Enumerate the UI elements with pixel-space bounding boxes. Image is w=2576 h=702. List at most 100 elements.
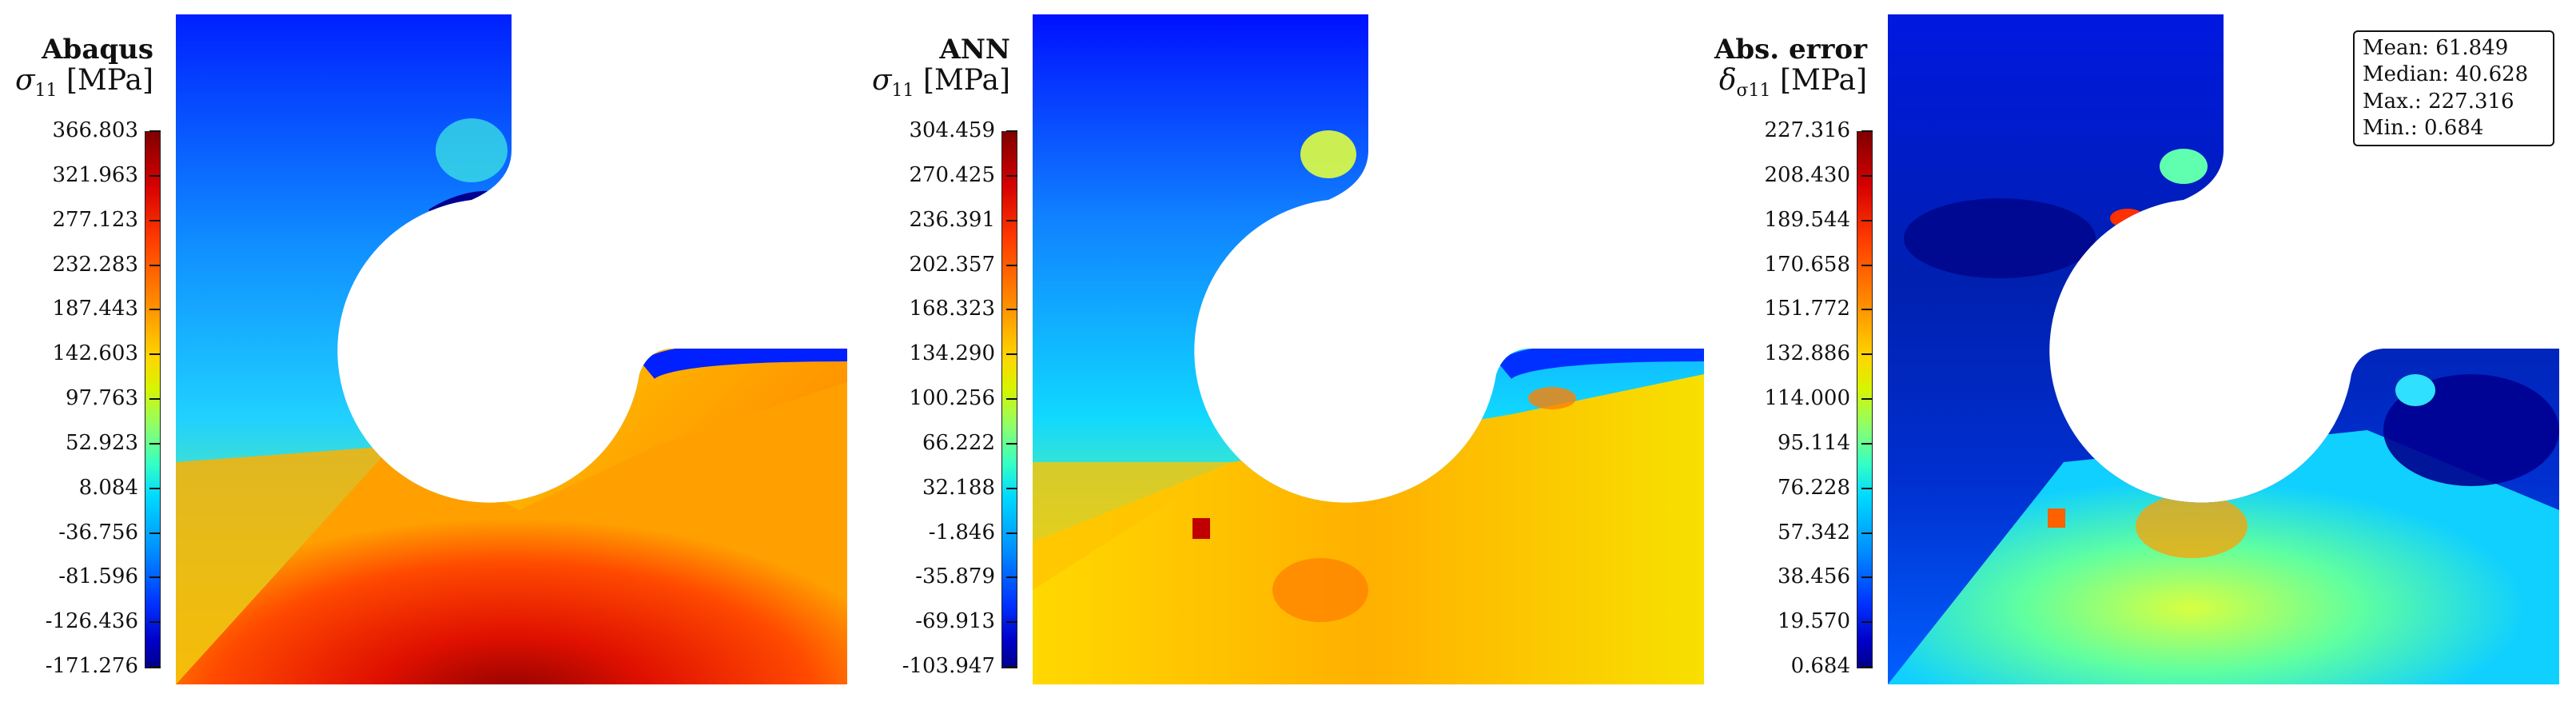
colorbar-tick: [149, 621, 161, 624]
unit-label: [MPa]: [1779, 64, 1867, 98]
colorbar-tick-label: -69.913: [915, 609, 995, 634]
colorbar-tick: [149, 130, 161, 132]
colorbar-tick: [1861, 621, 1873, 624]
unit-label: [MPa]: [66, 64, 153, 98]
colorbar-tick-label: 52.923: [66, 430, 138, 455]
panel-title: Abs. error: [1714, 34, 1867, 66]
quantity-subscript: 11: [34, 81, 58, 102]
colorbar-tick-label: 19.570: [1778, 609, 1850, 634]
colorbar-tick-label: 114.000: [1764, 386, 1850, 410]
colorbar-tick-label: 208.430: [1764, 162, 1850, 187]
colorbar-tick-label: 187.443: [52, 297, 138, 321]
colorbar-tick: [149, 309, 161, 311]
colorbar-tick-label: 304.459: [909, 118, 995, 142]
quantity-label: δσ11 [MPa]: [1682, 65, 1867, 101]
colorbar-tick: [1006, 666, 1017, 668]
colorbar-tick-label: 95.114: [1778, 430, 1850, 455]
colorbar-tick: [1861, 442, 1873, 445]
colorbar-tick: [149, 442, 161, 445]
panel-header: Abaqus σ11 [MPa]: [8, 34, 153, 102]
colorbar-tick: [1006, 174, 1017, 177]
stat-min: Min.: 0.684: [2363, 115, 2484, 140]
colorbar-tick-label: -103.947: [902, 654, 995, 678]
colorbar-tick: [1861, 666, 1873, 668]
colorbar-tick: [1861, 398, 1873, 400]
colorbar-tick: [1006, 309, 1017, 311]
colorbar-tick-label: 270.425: [909, 162, 995, 187]
quantity-symbol: σ: [14, 64, 35, 98]
colorbar-tick-label: 32.188: [922, 475, 995, 500]
quantity-symbol: σ: [871, 64, 892, 98]
panel-header: ANN σ11 [MPa]: [865, 34, 1010, 102]
colorbar: [1001, 131, 1017, 668]
colorbar-tick-label: 168.323: [909, 297, 995, 321]
colorbar-tick-label: 38.456: [1778, 564, 1850, 589]
quantity-symbol: δ: [1718, 64, 1737, 98]
unit-label: [MPa]: [922, 64, 1010, 98]
stat-median: Median: 40.628: [2363, 62, 2529, 87]
colorbar-tick-label: 8.084: [78, 475, 138, 500]
colorbar-tick: [149, 219, 161, 221]
stat-mean: Mean: 61.849: [2363, 36, 2509, 60]
colorbar-tick: [1861, 174, 1873, 177]
colorbar-tick: [1861, 576, 1873, 579]
error-statistics-box: Mean: 61.849 Median: 40.628 Max.: 227.31…: [2353, 30, 2554, 147]
colorbar-tick-label: 76.228: [1778, 475, 1850, 500]
colorbar-tick: [149, 532, 161, 534]
colorbar-tick-label: 132.886: [1764, 341, 1850, 366]
colorbar-tick-label: -35.879: [915, 564, 995, 589]
colorbar-tick: [1861, 487, 1873, 489]
colorbar: [145, 131, 161, 668]
colorbar: [1857, 131, 1873, 668]
colorbar-tick: [1861, 219, 1873, 221]
colorbar-tick: [1006, 219, 1017, 221]
stress-field-ann: [1033, 14, 1704, 684]
colorbar-tick: [1006, 264, 1017, 266]
colorbar-tick: [1861, 130, 1873, 132]
colorbar-tick: [149, 264, 161, 266]
colorbar-tick: [1006, 442, 1017, 445]
colorbar-tick: [1861, 309, 1873, 311]
colorbar-tick: [1861, 264, 1873, 266]
quantity-label: σ11 [MPa]: [865, 65, 1010, 101]
colorbar-tick-label: 100.256: [909, 386, 995, 410]
colorbar-tick-label: 227.316: [1764, 118, 1850, 142]
colorbar-tick-label: 236.391: [909, 207, 995, 232]
colorbar-tick-label: 57.342: [1778, 520, 1850, 544]
colorbar-tick: [149, 576, 161, 579]
colorbar-tick: [1006, 532, 1017, 534]
stat-max: Max.: 227.316: [2363, 89, 2514, 114]
colorbar-tick: [149, 487, 161, 489]
colorbar-tick-label: 202.357: [909, 252, 995, 277]
colorbar-tick-label: 142.603: [52, 341, 138, 366]
quantity-label: σ11 [MPa]: [8, 65, 153, 101]
colorbar-tick-label: -126.436: [45, 609, 138, 634]
colorbar-tick: [149, 666, 161, 668]
colorbar-tick-label: -1.846: [928, 520, 995, 544]
colorbar-tick: [1861, 353, 1873, 356]
panel-header: Abs. error δσ11 [MPa]: [1682, 34, 1867, 102]
colorbar-tick-label: 97.763: [66, 386, 138, 410]
colorbar-tick: [149, 174, 161, 177]
colorbar-tick: [149, 398, 161, 400]
colorbar-tick-label: 189.544: [1764, 207, 1850, 232]
colorbar-tick-label: 134.290: [909, 341, 995, 366]
panel-title: Abaqus: [42, 34, 153, 66]
colorbar-tick-label: -36.756: [58, 520, 138, 544]
colorbar-tick-label: -171.276: [45, 654, 138, 678]
quantity-subscript: 11: [891, 81, 914, 102]
colorbar-tick: [1861, 532, 1873, 534]
colorbar-tick-label: 366.803: [52, 118, 138, 142]
quantity-subscript: σ11: [1736, 81, 1771, 102]
colorbar-tick: [1006, 576, 1017, 579]
colorbar-tick-label: 170.658: [1764, 252, 1850, 277]
panel-title: ANN: [939, 34, 1010, 66]
colorbar-tick: [1006, 353, 1017, 356]
colorbar-tick-label: 151.772: [1764, 297, 1850, 321]
colorbar-tick-label: -81.596: [58, 564, 138, 589]
colorbar-tick-label: 0.684: [1790, 654, 1850, 678]
stress-field-abaqus: [176, 14, 847, 684]
colorbar-tick: [149, 353, 161, 356]
colorbar-tick: [1006, 487, 1017, 489]
colorbar-tick: [1006, 621, 1017, 624]
